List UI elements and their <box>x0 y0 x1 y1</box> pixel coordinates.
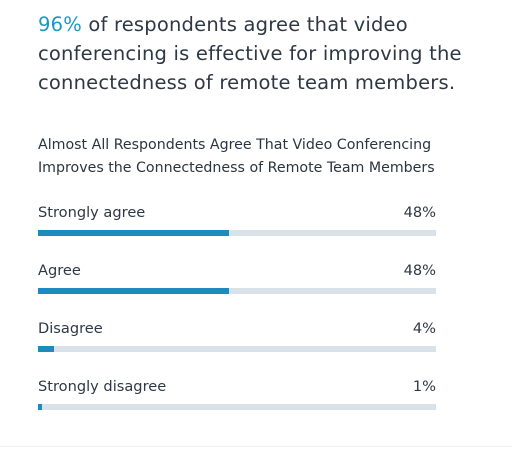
divider <box>0 446 512 447</box>
bar-track <box>38 346 436 352</box>
headline-text: of respondents agree that video conferen… <box>38 13 462 94</box>
bar-label: Agree <box>38 262 81 279</box>
bar-fill <box>38 346 54 352</box>
bar-track <box>38 230 436 236</box>
bar-fill <box>38 230 229 236</box>
bar-value-label: 4% <box>412 320 436 337</box>
bar-label: Strongly agree <box>38 204 146 221</box>
bar-track <box>38 288 436 294</box>
bar-label: Disagree <box>38 320 103 337</box>
bar-label: Strongly disagree <box>38 378 167 395</box>
bar-value-label: 48% <box>403 204 436 221</box>
bar-value-label: 48% <box>403 262 436 279</box>
chart-title: Almost All Respondents Agree That Video … <box>38 137 435 176</box>
bar-fill <box>38 404 42 410</box>
bar-value-label: 1% <box>412 378 436 395</box>
bar-fill <box>38 288 229 294</box>
headline: 96% of respondents agree that video conf… <box>38 10 478 97</box>
bar-track <box>38 404 436 410</box>
headline-highlight: 96% <box>38 13 82 36</box>
